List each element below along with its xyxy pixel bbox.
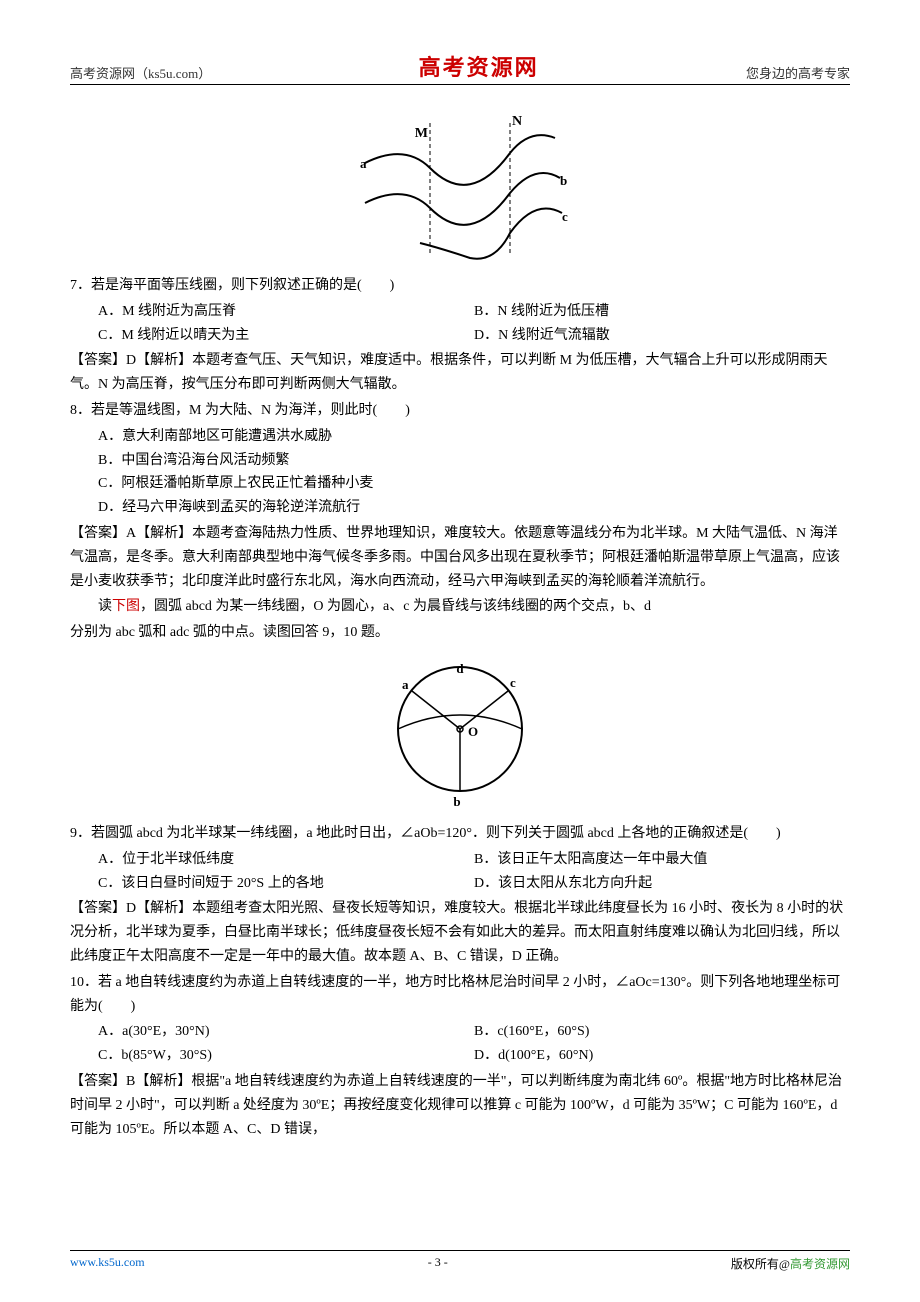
footer-right: 版权所有@高考资源网 — [731, 1255, 850, 1272]
q10-stem: 10．若 a 地自转线速度约为赤道上自转线速度的一半，地方时比格林尼治时间早 2… — [70, 971, 850, 1019]
q9-opt-b: B．该日正午太阳高度达一年中最大值 — [474, 848, 850, 872]
q9-options: A．位于北半球低纬度 B．该日正午太阳高度达一年中最大值 C．该日白昼时间短于 … — [70, 848, 850, 896]
q10-opt-d: D．d(100°E，60°N) — [474, 1044, 850, 1068]
diagram-circle: a c d b O — [70, 651, 850, 816]
label-N: N — [512, 114, 522, 129]
label-a: a — [360, 156, 367, 171]
q7-answer: 【答案】D【解析】本题考查气压、天气知识，难度适中。根据条件，可以判断 M 为低… — [70, 349, 850, 397]
header-left: 高考资源网（ks5u.com） — [70, 63, 211, 82]
header-center: 高考资源网 — [419, 50, 539, 82]
footer-left[interactable]: www.ks5u.com — [70, 1255, 145, 1272]
intro-910-p1: 读下图，圆弧 abcd 为某一纬线圈，O 为圆心，a、c 为晨昏线与该纬线圈的两… — [70, 595, 850, 619]
q8-options: A．意大利南部地区可能遭遇洪水威胁 B．中国台湾沿海台风活动频繁 C．阿根廷潘帕… — [70, 425, 850, 520]
q10-options: A．a(30°E，30°N) B．c(160°E，60°S) C．b(85°W，… — [70, 1020, 850, 1068]
q9-stem: 9．若圆弧 abcd 为北半球某一纬线圈，a 地此时日出，∠aOb=120°．则… — [70, 822, 850, 846]
footer-right-brand: 高考资源网 — [790, 1257, 850, 1271]
q9-opt-d: D．该日太阳从东北方向升起 — [474, 872, 850, 896]
intro-910-p2: 分别为 abc 弧和 adc 弧的中点。读图回答 9，10 题。 — [70, 621, 850, 645]
intro-text-b: ，圆弧 abcd 为某一纬线圈，O 为圆心，a、c 为晨昏线与该纬线圈的两个交点… — [140, 599, 651, 614]
q7-opt-b: B．N 线附近为低压槽 — [474, 300, 850, 324]
q10-opt-a: A．a(30°E，30°N) — [98, 1020, 474, 1044]
content-body: M N a b c 7．若是海平面等压线圈，则下列叙述正确的是( ) A．M 线… — [70, 113, 850, 1141]
q9-answer: 【答案】D【解析】本题组考查太阳光照、昼夜长短等知识，难度较大。根据北半球此纬度… — [70, 897, 850, 968]
label-c: c — [562, 209, 568, 224]
label-c2: c — [510, 675, 516, 690]
q10-opt-b: B．c(160°E，60°S) — [474, 1020, 850, 1044]
q7-opt-c: C．M 线附近以晴天为主 — [98, 324, 474, 348]
q7-stem: 7．若是海平面等压线圈，则下列叙述正确的是( ) — [70, 274, 850, 298]
label-d2: d — [456, 661, 464, 676]
label-b2: b — [453, 794, 460, 809]
footer-right-a: 版权所有@ — [731, 1257, 790, 1271]
q8-opt-a: A．意大利南部地区可能遭遇洪水威胁 — [98, 425, 850, 449]
q10-answer: 【答案】B【解析】根据"a 地自转线速度约为赤道上自转线速度的一半"，可以判断纬… — [70, 1070, 850, 1141]
q8-stem: 8．若是等温线图，M 为大陆、N 为海洋，则此时( ) — [70, 399, 850, 423]
q9-opt-c: C．该日白昼时间短于 20°S 上的各地 — [98, 872, 474, 896]
q8-opt-c: C．阿根廷潘帕斯草原上农民正忙着播种小麦 — [98, 472, 850, 496]
q8-opt-b: B．中国台湾沿海台风活动频繁 — [98, 449, 850, 473]
q9-opt-a: A．位于北半球低纬度 — [98, 848, 474, 872]
label-a2: a — [402, 677, 409, 692]
q8-opt-d: D．经马六甲海峡到孟买的海轮逆洋流航行 — [98, 496, 850, 520]
label-b: b — [560, 173, 567, 188]
q10-opt-c: C．b(85°W，30°S) — [98, 1044, 474, 1068]
label-M: M — [415, 126, 428, 141]
label-O: O — [468, 724, 478, 739]
q7-options: A．M 线附近为高压脊 B．N 线附近为低压槽 C．M 线附近以晴天为主 D．N… — [70, 300, 850, 348]
q8-answer: 【答案】A【解析】本题考查海陆热力性质、世界地理知识，难度较大。依题意等温线分布… — [70, 522, 850, 593]
page-header: 高考资源网（ks5u.com） 高考资源网 您身边的高考专家 — [70, 50, 850, 85]
q7-opt-a: A．M 线附近为高压脊 — [98, 300, 474, 324]
q7-opt-d: D．N 线附近气流辐散 — [474, 324, 850, 348]
footer-page-number: - 3 - — [428, 1255, 448, 1272]
header-right: 您身边的高考专家 — [746, 63, 850, 82]
intro-link-text[interactable]: 下图 — [112, 599, 140, 614]
diagram-isobars: M N a b c — [70, 113, 850, 268]
page-footer: www.ks5u.com - 3 - 版权所有@高考资源网 — [70, 1250, 850, 1272]
intro-text-a: 读 — [98, 599, 112, 614]
